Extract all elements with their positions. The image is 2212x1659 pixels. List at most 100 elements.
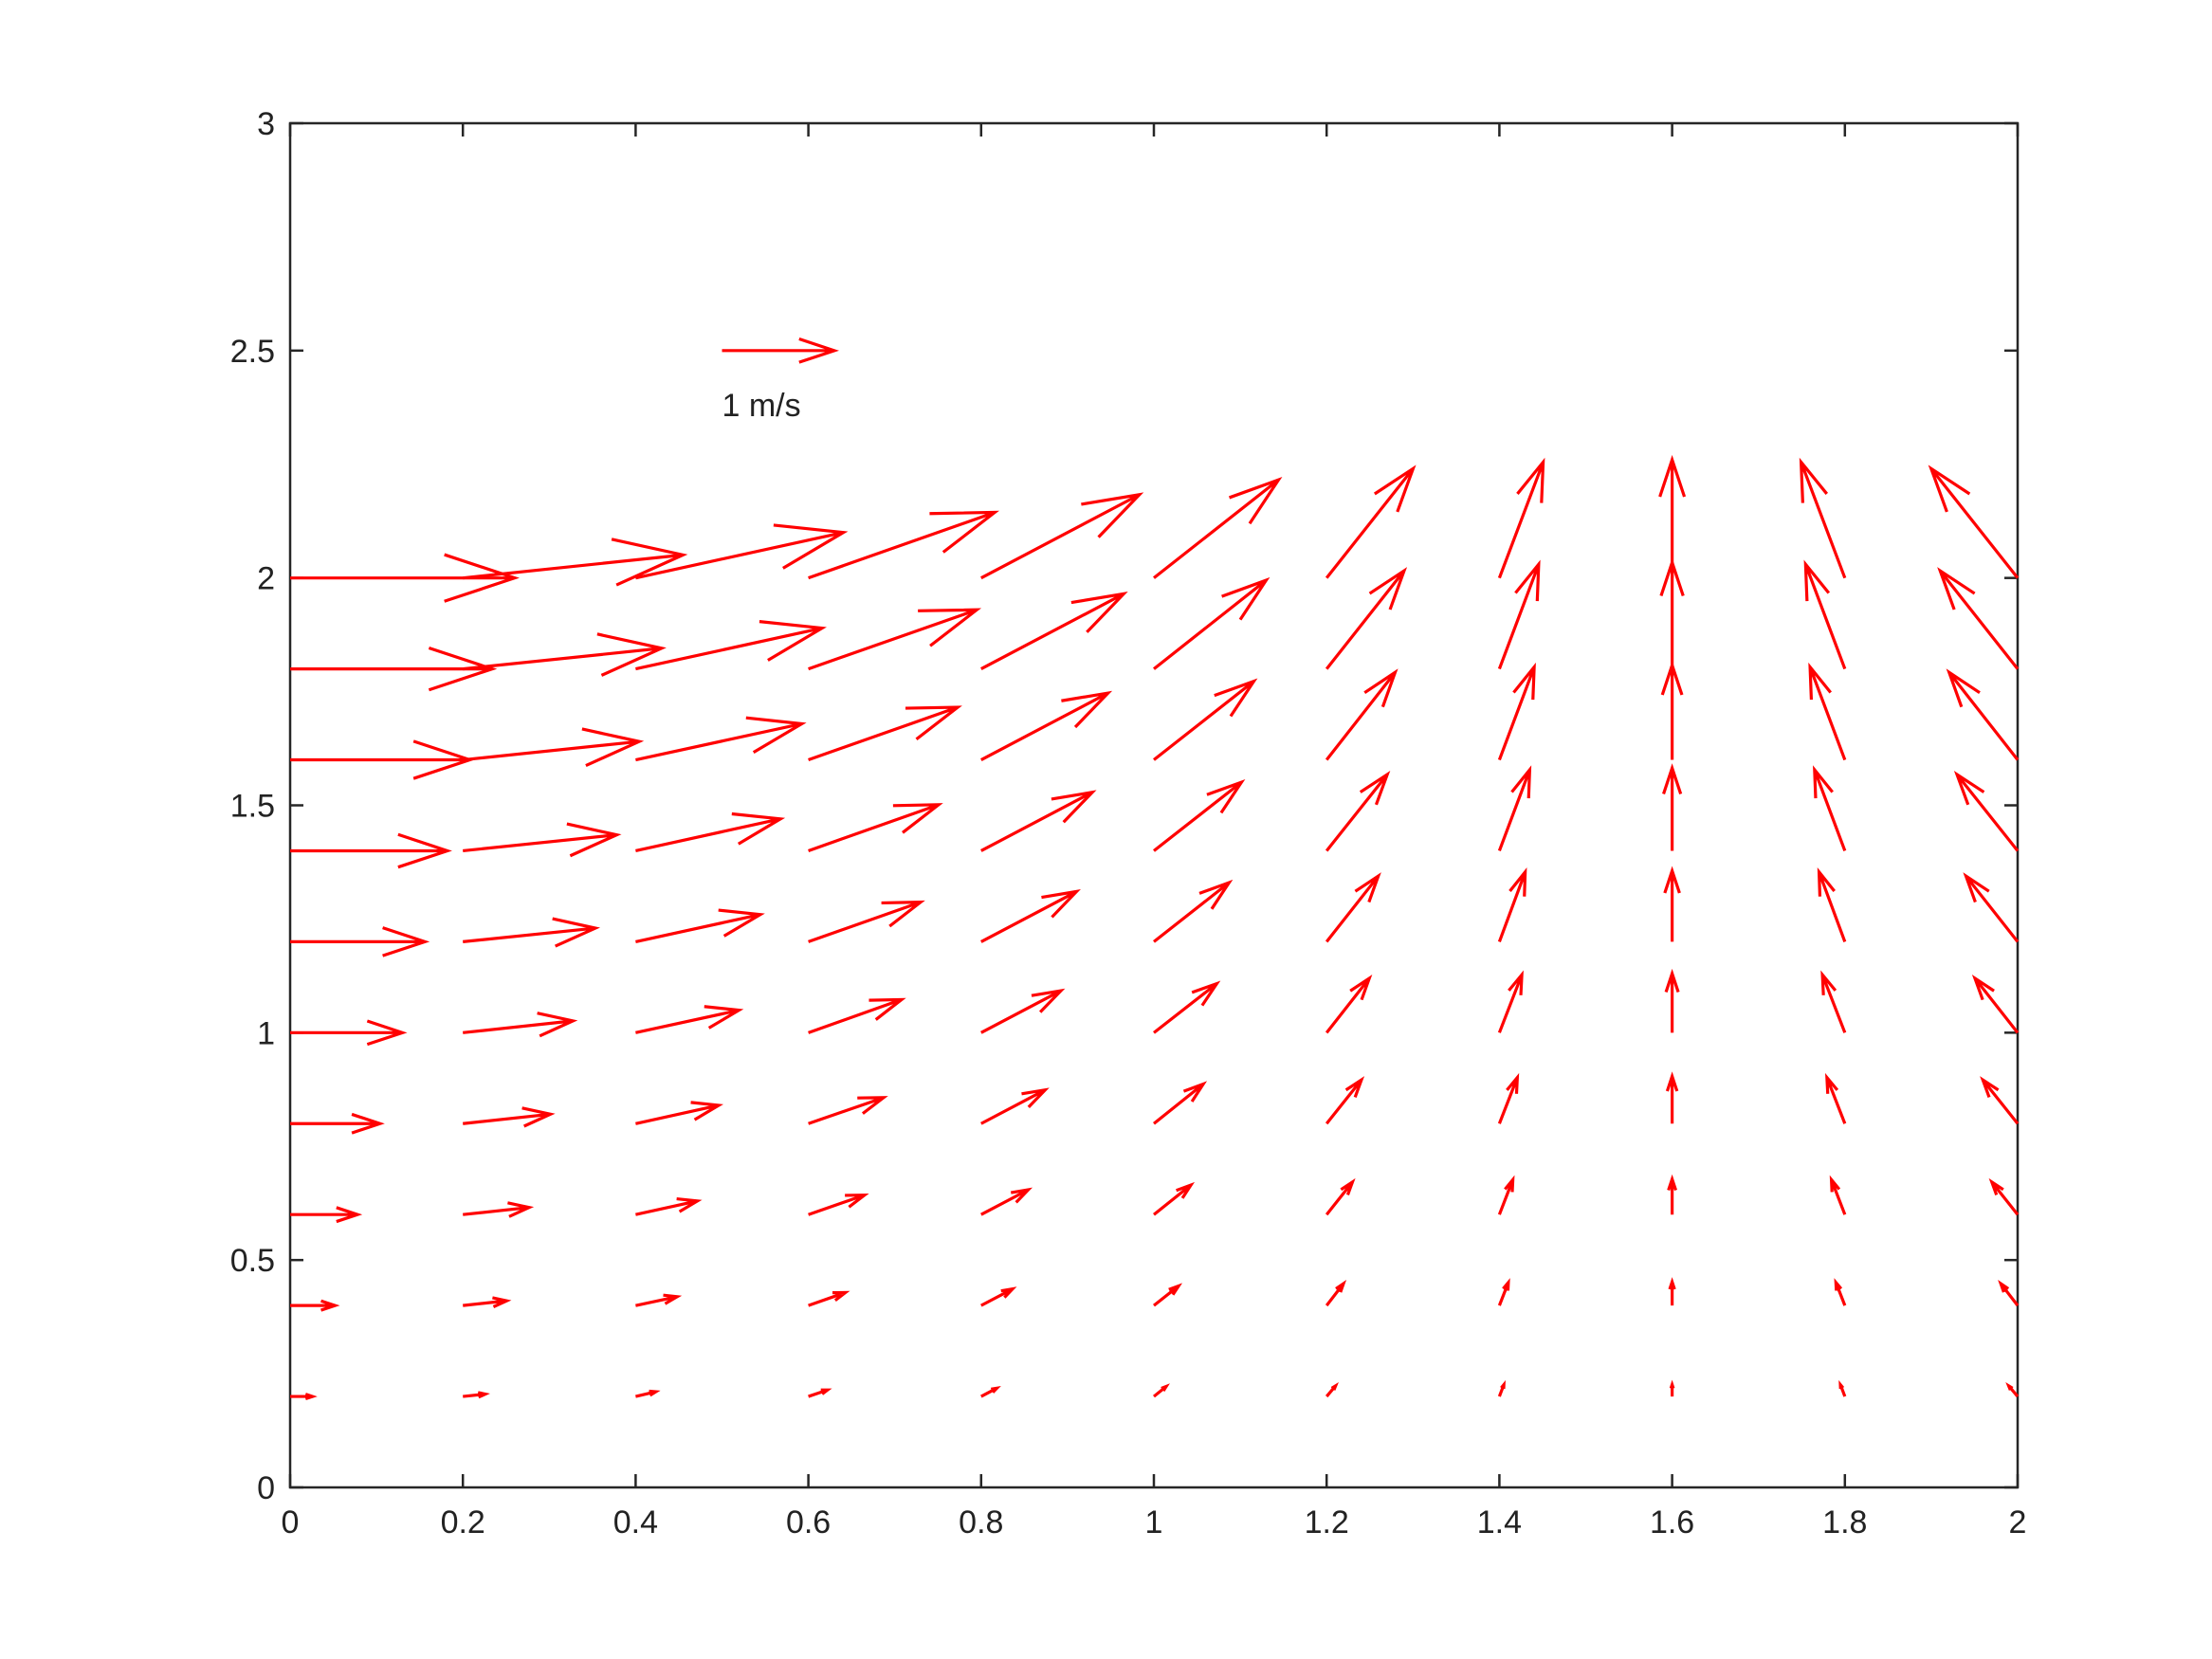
vector-arrow	[1497, 867, 1527, 942]
vector-arrow	[1813, 765, 1847, 852]
x-tick-label: 0	[282, 1504, 300, 1540]
vector-arrow	[1325, 465, 1417, 579]
y-tick-label: 1.5	[230, 789, 275, 825]
vector-arrow	[1325, 668, 1398, 761]
vector-arrow	[463, 1296, 512, 1308]
vector-arrow	[1497, 662, 1536, 761]
vector-arrow	[1669, 1379, 1675, 1397]
vector-arrow	[1971, 974, 2020, 1034]
vector-arrow	[1667, 1174, 1677, 1215]
vector-arrow	[808, 510, 999, 580]
vector-arrow	[1988, 1177, 2020, 1216]
vector-arrow	[1497, 1175, 1515, 1215]
vector-arrow	[635, 523, 849, 580]
vector-arrow	[1799, 457, 1847, 579]
vector-arrow	[1325, 872, 1381, 943]
vector-arrow	[1153, 1181, 1196, 1216]
y-tick-label: 0	[257, 1470, 275, 1506]
vector-arrow	[980, 690, 1113, 761]
vector-arrow	[808, 1193, 869, 1216]
x-tick-label: 1.2	[1305, 1504, 1349, 1540]
vector-arrow	[1829, 1175, 1847, 1215]
vector-arrow	[463, 538, 688, 587]
vector-arrow	[463, 917, 601, 948]
vector-arrow	[1838, 1379, 1847, 1397]
x-tick-label: 0.2	[441, 1504, 485, 1540]
vector-arrow	[1953, 771, 2020, 852]
vector-arrow	[1325, 1280, 1347, 1307]
vector-arrow	[1937, 567, 2020, 670]
vector-arrow	[1153, 980, 1221, 1034]
vector-arrow	[1980, 1076, 2020, 1125]
vector-arrow	[808, 1290, 850, 1307]
vector-arrow	[1497, 1072, 1520, 1124]
y-tick-label: 1	[257, 1015, 275, 1051]
vector-arrow	[290, 1393, 318, 1401]
vector-arrow	[1820, 970, 1847, 1033]
vector-arrow	[635, 1389, 661, 1398]
vector-arrow	[635, 811, 786, 853]
y-tick-label: 2.5	[230, 334, 275, 370]
vector-arrow	[290, 1019, 408, 1047]
vector-arrow	[1998, 1280, 2020, 1307]
vector-arrow	[463, 632, 667, 677]
vector-arrow	[808, 900, 925, 943]
vector-arrow	[635, 908, 765, 943]
vector-arrow	[290, 1206, 363, 1224]
y-tick-label: 0.5	[230, 1243, 275, 1279]
x-tick-label: 0.4	[613, 1504, 658, 1540]
vector-arrow	[1325, 567, 1408, 670]
vector-arrow	[290, 1299, 340, 1312]
vector-arrow	[980, 1286, 1017, 1307]
vector-arrow	[290, 926, 430, 957]
vector-arrow	[463, 1391, 490, 1399]
vector-arrow	[1153, 576, 1271, 670]
vector-arrow	[635, 1101, 724, 1125]
vector-arrow	[1153, 879, 1234, 943]
vector-arrow	[463, 822, 622, 858]
vector-arrow	[2005, 1381, 2020, 1398]
vector-arrow	[808, 1388, 832, 1398]
vector-arrow	[980, 492, 1144, 580]
x-tick-label: 1.8	[1822, 1504, 1867, 1540]
vector-arrow	[1325, 1381, 1339, 1398]
vector-arrow	[1658, 454, 1687, 578]
vector-arrow	[1664, 968, 1680, 1033]
vector-arrow	[1153, 678, 1258, 761]
vector-arrow	[1665, 1071, 1679, 1124]
vector-arrow	[808, 1096, 888, 1125]
vector-arrow	[980, 592, 1128, 671]
vector-arrow	[635, 1293, 683, 1307]
vector-arrow	[980, 790, 1097, 852]
vector-arrow	[1817, 867, 1847, 942]
x-tick-label: 1.4	[1477, 1504, 1522, 1540]
vector-arrow	[1497, 765, 1532, 852]
vector-arrow	[290, 646, 498, 692]
vector-arrow	[1668, 1277, 1676, 1306]
vector-arrow	[1834, 1278, 1847, 1306]
vector-arrow	[1808, 662, 1847, 761]
y-tick-label: 2	[257, 561, 275, 597]
x-tick-label: 0.8	[959, 1504, 1003, 1540]
vector-arrow	[1152, 1383, 1170, 1398]
vector-arrow	[980, 889, 1081, 943]
vector-arrow	[1663, 866, 1681, 942]
vector-arrow	[1325, 1177, 1356, 1216]
vector-arrow	[1946, 668, 2020, 761]
x-tick-label: 2	[2009, 1504, 2027, 1540]
vector-arrow	[1497, 1278, 1510, 1306]
vector-arrow	[1497, 559, 1541, 670]
vector-arrow	[1963, 872, 2020, 943]
vector-arrow	[808, 803, 943, 852]
key-label: 1 m/s	[722, 388, 801, 424]
vector-arrow	[635, 716, 807, 762]
vector-arrow	[635, 1196, 703, 1216]
vector-arrow	[808, 608, 982, 671]
vector-arrow	[1803, 559, 1847, 670]
vector-arrow	[980, 1087, 1050, 1125]
vector-arrow	[1497, 1379, 1506, 1397]
vector-arrow	[1497, 457, 1545, 579]
